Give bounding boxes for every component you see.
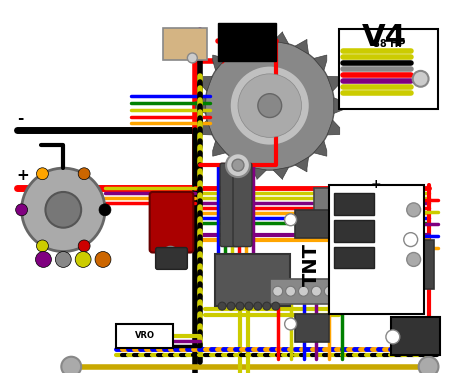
- Text: -: -: [17, 111, 23, 126]
- Polygon shape: [231, 39, 245, 54]
- Bar: [215, 254, 290, 306]
- Circle shape: [16, 204, 27, 216]
- Circle shape: [78, 168, 90, 180]
- Circle shape: [272, 302, 280, 310]
- Bar: [163, 28, 207, 60]
- Polygon shape: [213, 141, 226, 156]
- Polygon shape: [314, 141, 327, 156]
- Circle shape: [95, 252, 111, 267]
- Bar: [314, 188, 364, 223]
- Circle shape: [337, 286, 347, 296]
- Polygon shape: [327, 120, 340, 135]
- Circle shape: [226, 153, 250, 177]
- Text: TNT: TNT: [302, 243, 321, 286]
- Circle shape: [22, 168, 105, 252]
- Bar: [389, 240, 434, 289]
- Circle shape: [404, 233, 418, 246]
- Polygon shape: [295, 157, 309, 172]
- Circle shape: [311, 286, 321, 296]
- Circle shape: [99, 204, 111, 216]
- Polygon shape: [273, 167, 289, 180]
- Circle shape: [363, 286, 373, 296]
- Circle shape: [350, 286, 360, 296]
- Polygon shape: [251, 32, 266, 44]
- Polygon shape: [251, 167, 266, 180]
- Circle shape: [55, 252, 71, 267]
- Circle shape: [46, 192, 81, 228]
- Circle shape: [386, 330, 400, 344]
- Circle shape: [285, 214, 297, 226]
- Polygon shape: [273, 32, 289, 44]
- Circle shape: [285, 318, 297, 330]
- Circle shape: [407, 203, 420, 217]
- Bar: [339, 29, 438, 108]
- Circle shape: [78, 240, 90, 252]
- Circle shape: [163, 246, 178, 263]
- Circle shape: [254, 302, 262, 310]
- Circle shape: [205, 41, 334, 170]
- Circle shape: [232, 159, 244, 171]
- Polygon shape: [195, 98, 206, 113]
- Circle shape: [36, 240, 48, 252]
- FancyBboxPatch shape: [233, 163, 252, 246]
- Bar: [329, 185, 424, 314]
- Bar: [218, 23, 276, 61]
- Circle shape: [407, 252, 420, 266]
- Polygon shape: [231, 157, 245, 172]
- Text: VRO: VRO: [135, 331, 155, 340]
- Circle shape: [227, 302, 235, 310]
- Polygon shape: [200, 76, 212, 91]
- FancyBboxPatch shape: [150, 192, 193, 252]
- Circle shape: [236, 302, 244, 310]
- FancyBboxPatch shape: [220, 163, 239, 246]
- Circle shape: [218, 302, 226, 310]
- Polygon shape: [213, 55, 226, 70]
- Circle shape: [61, 357, 81, 374]
- Circle shape: [36, 252, 51, 267]
- Circle shape: [245, 302, 253, 310]
- Bar: [294, 210, 329, 237]
- Bar: [334, 246, 374, 269]
- Text: +: +: [371, 178, 382, 191]
- Circle shape: [36, 168, 48, 180]
- Circle shape: [324, 286, 334, 296]
- Text: V4: V4: [362, 23, 406, 52]
- Bar: [116, 324, 173, 348]
- Circle shape: [258, 94, 282, 117]
- Circle shape: [187, 53, 197, 63]
- Circle shape: [413, 71, 428, 87]
- Circle shape: [238, 74, 301, 137]
- Circle shape: [230, 66, 310, 145]
- Circle shape: [299, 286, 309, 296]
- Polygon shape: [334, 98, 344, 113]
- Text: 88 HP: 88 HP: [373, 39, 405, 49]
- Circle shape: [419, 357, 438, 374]
- Polygon shape: [295, 39, 309, 54]
- Bar: [334, 220, 374, 242]
- FancyBboxPatch shape: [155, 248, 187, 269]
- Circle shape: [263, 302, 271, 310]
- Bar: [270, 279, 379, 304]
- Polygon shape: [200, 120, 212, 135]
- Bar: [334, 193, 374, 215]
- Polygon shape: [327, 76, 340, 91]
- Text: +: +: [17, 168, 29, 183]
- Circle shape: [286, 286, 296, 296]
- Bar: [391, 317, 440, 355]
- Polygon shape: [314, 55, 327, 70]
- Circle shape: [75, 252, 91, 267]
- Bar: [294, 314, 329, 342]
- Circle shape: [273, 286, 283, 296]
